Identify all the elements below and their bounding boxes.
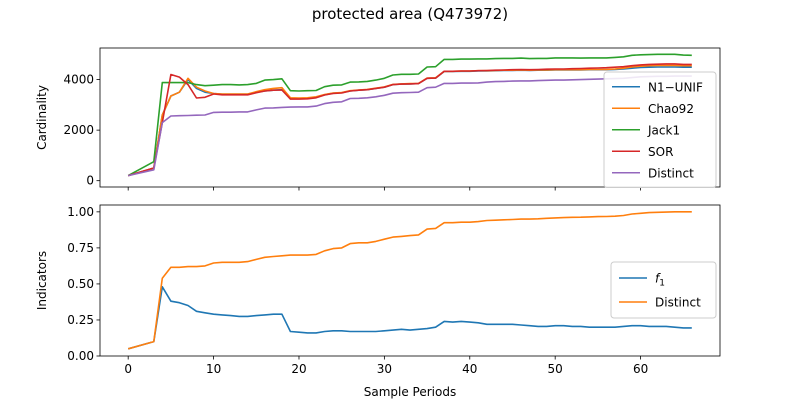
y-tick-label: 0.25 <box>67 313 94 327</box>
y-tick-label: 0.00 <box>67 349 94 363</box>
legend-label: Distinct <box>655 296 701 310</box>
series-line-distinct <box>127 211 692 350</box>
y-tick-label: 0.50 <box>67 277 94 291</box>
x-tick-label: 60 <box>633 362 648 376</box>
legend-label: SOR <box>648 145 673 159</box>
y-tick-label: 1.00 <box>67 205 94 219</box>
legend-label: f1 <box>655 272 665 289</box>
figure-title: protected area (Q473972) <box>312 5 508 23</box>
series-line-f1 <box>127 285 692 350</box>
x-tick-label: 50 <box>548 362 563 376</box>
x-tick-label: 10 <box>206 362 221 376</box>
legend-box <box>603 71 717 188</box>
y-tick-label: 2000 <box>63 123 94 137</box>
indicators-plot: 0.00 0.25 0.50 0.75 1.00 0 10 20 30 40 50 60 Indicat… <box>35 204 721 399</box>
legend-label: N1−UNIF <box>648 80 703 94</box>
series-line-sor <box>127 63 692 177</box>
legend: f1 Distinct <box>610 261 717 319</box>
x-tick-label: 40 <box>462 362 477 376</box>
y-axis-label: Indicators <box>35 251 49 310</box>
legend-label: Distinct <box>648 166 694 180</box>
legend-label: Chao92 <box>648 102 694 116</box>
cardinality-plot: 0 2000 4000 Cardinality N1−UNIF Chao92 Jack1 SO… <box>35 47 721 191</box>
legend-box <box>610 261 717 319</box>
series-line-jack1 <box>127 53 692 177</box>
series-line-distinct <box>128 75 692 177</box>
x-tick-label: 20 <box>291 362 306 376</box>
y-axis-label: Cardinality <box>35 85 49 150</box>
y-tick-label: 0 <box>86 174 94 188</box>
legend: N1−UNIF Chao92 Jack1 SOR Distinct <box>603 71 717 188</box>
y-tick-label: 0.75 <box>67 241 94 255</box>
x-axis-label: Sample Periods <box>364 385 456 399</box>
x-tick-label: 0 <box>124 362 132 376</box>
y-tick-label: 4000 <box>63 73 94 87</box>
x-tick-label: 30 <box>377 362 392 376</box>
legend-label: Jack1 <box>647 123 680 137</box>
